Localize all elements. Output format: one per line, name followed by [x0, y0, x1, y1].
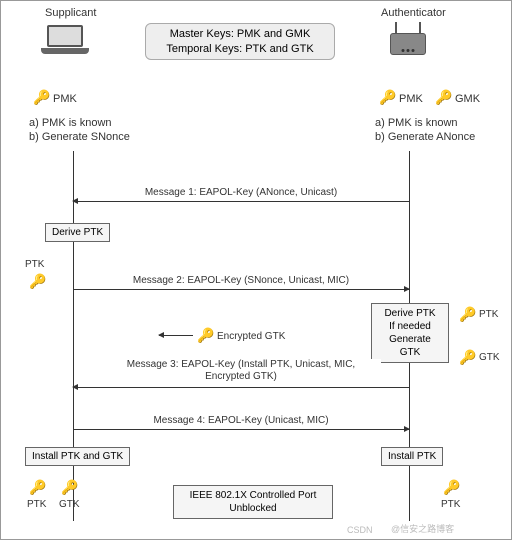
gtk-bottom-left: GTK	[59, 499, 80, 510]
msg1-arrow	[73, 201, 409, 202]
key-icon: 🔑	[61, 479, 78, 496]
egtk-arrow	[159, 335, 193, 336]
authenticator-title: Authenticator	[381, 7, 446, 19]
derive-ptk-right: Derive PTK If needed Generate GTK	[371, 303, 449, 363]
install-right: Install PTK	[381, 447, 443, 466]
key-icon: 🔑	[459, 306, 476, 323]
msg3-label: Message 3: EAPOL-Key (Install PTK, Unica…	[101, 359, 381, 383]
key-icon: 🔑	[459, 349, 476, 366]
msg4-arrow	[73, 429, 409, 430]
key-icon: 🔑	[443, 479, 460, 496]
gtk-right: GTK	[479, 352, 500, 363]
step-b-right: b) Generate ANonce	[375, 131, 475, 143]
msg1-label: Message 1: EAPOL-Key (ANonce, Unicast)	[121, 187, 361, 198]
key-icon: 🔑	[197, 327, 214, 344]
laptop-icon	[41, 25, 89, 61]
supplicant-title: Supplicant	[45, 7, 96, 19]
watermark-left: CSDN	[347, 525, 373, 535]
ptk-bottom-right: PTK	[441, 499, 460, 510]
key-icon: 🔑	[33, 89, 50, 106]
banner-line2: Temporal Keys: PTK and GTK	[156, 43, 324, 55]
step-a-right: a) PMK is known	[375, 117, 458, 129]
msg2-arrow	[73, 289, 409, 290]
msg2-label: Message 2: EAPOL-Key (SNonce, Unicast, M…	[111, 275, 371, 286]
key-icon: 🔑	[379, 89, 396, 106]
derive-ptk-left: Derive PTK	[45, 223, 110, 242]
keys-banner: Master Keys: PMK and GMK Temporal Keys: …	[145, 23, 335, 60]
step-a-left: a) PMK is known	[29, 117, 112, 129]
pmk-right: PMK	[399, 93, 423, 105]
encrypted-gtk: Encrypted GTK	[217, 331, 285, 342]
key-icon: 🔑	[435, 89, 452, 106]
pmk-left: PMK	[53, 93, 77, 105]
msg4-label: Message 4: EAPOL-Key (Unicast, MIC)	[131, 415, 351, 426]
banner-line1: Master Keys: PMK and GMK	[156, 28, 324, 40]
ptk-left: PTK	[25, 259, 44, 270]
footer-box: IEEE 802.1X Controlled Port Unblocked	[173, 485, 333, 519]
key-icon: 🔑	[29, 273, 46, 290]
watermark-right: @信安之路博客	[391, 522, 454, 535]
gmk-right: GMK	[455, 93, 480, 105]
msg3-arrow	[73, 387, 409, 388]
ptk-right: PTK	[479, 309, 498, 320]
step-b-left: b) Generate SNonce	[29, 131, 130, 143]
router-icon	[387, 21, 429, 59]
diagram-container: Supplicant Authenticator Master Keys: PM…	[0, 0, 512, 540]
ptk-bottom-left: PTK	[27, 499, 46, 510]
install-left: Install PTK and GTK	[25, 447, 130, 466]
key-icon: 🔑	[29, 479, 46, 496]
